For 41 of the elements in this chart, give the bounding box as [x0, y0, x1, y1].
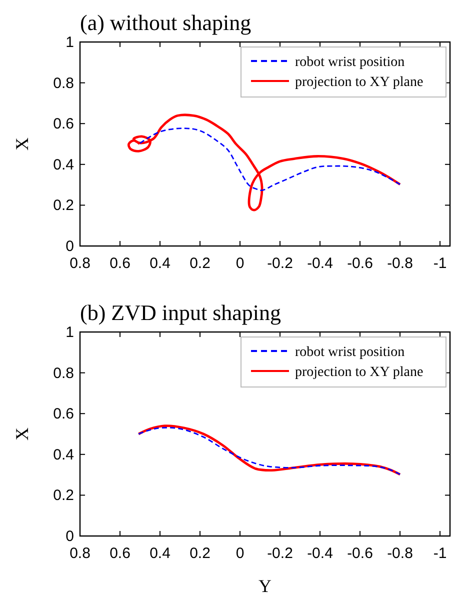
x-tick-label: -0.4 — [307, 545, 333, 562]
x-tick-label: -0.8 — [387, 545, 413, 562]
x-tick-label: 0 — [236, 255, 244, 272]
y-tick-label: 0.6 — [53, 406, 74, 423]
chart-title: (b) ZVD input shaping — [80, 300, 282, 325]
x-tick-label: 0.6 — [110, 255, 130, 272]
chart-title: (a) without shaping — [80, 10, 252, 35]
x-tick-label: -0.2 — [267, 545, 293, 562]
x-tick-label: -0.8 — [387, 255, 413, 272]
y-tick-label: 1 — [66, 34, 74, 51]
y-tick-label: 0.6 — [53, 116, 74, 133]
legend-label: robot wrist position — [295, 345, 405, 360]
y-tick-label: 0.8 — [53, 74, 74, 92]
x-tick-label: 0.2 — [190, 255, 210, 272]
x-tick-label: 0.6 — [110, 545, 130, 562]
legend-label: projection to XY plane — [295, 75, 424, 90]
x-tick-label: -0.6 — [347, 255, 373, 272]
y-tick-label: 0.4 — [53, 446, 74, 464]
x-tick-label: 0 — [236, 545, 244, 562]
y-axis-title: X — [12, 428, 32, 440]
x-tick-label: 0.2 — [190, 545, 210, 562]
line-series — [128, 114, 402, 212]
y-axis-title: X — [12, 138, 32, 150]
y-tick-label: 0 — [66, 528, 74, 545]
line-series — [139, 128, 401, 192]
y-tick-label: 0.4 — [53, 156, 74, 174]
legend-label: projection to XY plane — [295, 365, 424, 380]
x-tick-label: -1 — [433, 545, 447, 562]
y-tick-label: 0.2 — [53, 197, 74, 214]
y-tick-label: 0 — [66, 238, 74, 255]
x-tick-label: -1 — [433, 255, 447, 272]
x-tick-label: 0.4 — [150, 545, 170, 562]
x-tick-label: 0.4 — [150, 255, 170, 272]
y-tick-label: 0.2 — [53, 487, 74, 504]
y-tick-label: 1 — [66, 324, 74, 341]
x-tick-label: -0.2 — [267, 255, 293, 272]
x-axis-title: Y — [258, 576, 272, 596]
y-tick-label: 0.8 — [53, 364, 74, 382]
legend-label: robot wrist position — [295, 55, 405, 70]
x-tick-label: -0.6 — [347, 545, 373, 562]
x-tick-label: -0.4 — [307, 255, 333, 272]
